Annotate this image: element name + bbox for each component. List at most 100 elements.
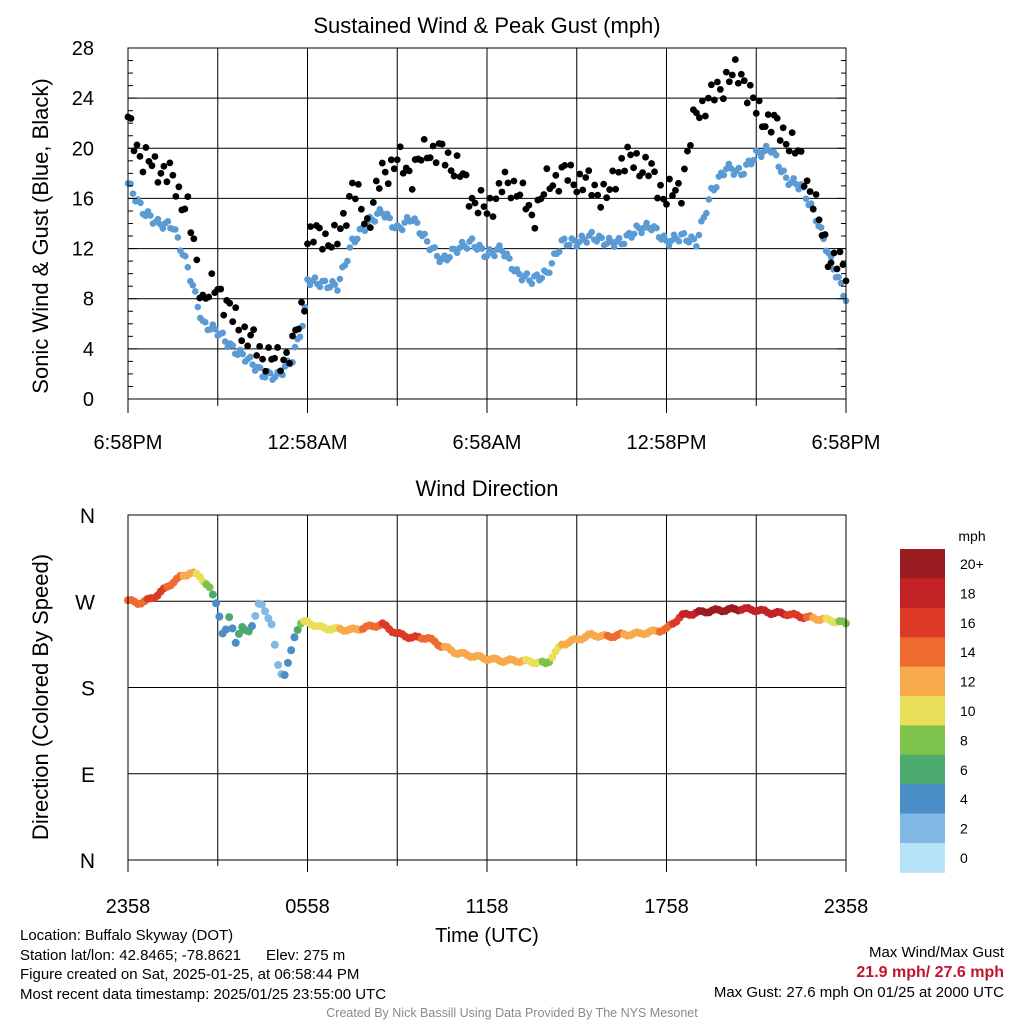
wind-direction-grid bbox=[128, 515, 846, 860]
peak-gust-point bbox=[348, 179, 356, 187]
x-tick-label: 0558 bbox=[285, 896, 330, 918]
sustained-wind-point bbox=[164, 218, 172, 225]
peak-gust-point bbox=[193, 256, 201, 264]
sustained-wind-point bbox=[271, 373, 279, 381]
peak-gust-point bbox=[746, 81, 754, 89]
wind-direction-point bbox=[234, 629, 243, 638]
peak-gust-point bbox=[615, 168, 623, 176]
peak-gust-point bbox=[307, 223, 314, 231]
y-tick-label: 16 bbox=[72, 188, 94, 210]
peak-gust-point bbox=[693, 109, 700, 117]
peak-gust-point bbox=[148, 162, 156, 170]
sustained-wind-point bbox=[735, 164, 743, 172]
peak-gust-point bbox=[627, 151, 634, 159]
wind-direction-point bbox=[215, 612, 224, 621]
peak-gust-point bbox=[701, 112, 709, 120]
peak-gust-point bbox=[510, 177, 518, 185]
peak-gust-point bbox=[776, 137, 784, 144]
peak-gust-point bbox=[713, 78, 721, 86]
sustained-wind-point bbox=[780, 167, 787, 175]
sustained-wind-point bbox=[256, 364, 264, 372]
peak-gust-point bbox=[779, 124, 787, 132]
sustained-wind-point bbox=[575, 238, 583, 246]
peak-gust-point bbox=[740, 77, 748, 85]
peak-gust-point bbox=[719, 95, 727, 103]
sustained-wind-point bbox=[331, 281, 339, 288]
peak-gust-point bbox=[528, 211, 536, 219]
peak-gust-point bbox=[289, 332, 296, 340]
peak-gust-point bbox=[244, 342, 252, 350]
peak-gust-point bbox=[815, 216, 823, 224]
colorbar-label: 8 bbox=[960, 732, 968, 748]
direction-tick-label: N bbox=[80, 505, 95, 528]
wind-direction-point bbox=[287, 646, 296, 655]
peak-gust-point bbox=[624, 143, 632, 151]
peak-gust-point bbox=[274, 344, 281, 351]
wind-direction-point bbox=[264, 614, 273, 623]
wind-direction-point bbox=[251, 611, 260, 620]
peak-gust-point bbox=[531, 224, 539, 232]
peak-gust-point bbox=[749, 94, 757, 102]
peak-gust-point bbox=[462, 171, 470, 179]
sustained-wind-point bbox=[147, 212, 154, 219]
sustained-wind-point bbox=[560, 235, 568, 243]
sustained-wind-point bbox=[344, 257, 351, 265]
sustained-wind-point bbox=[668, 237, 675, 244]
sustained-wind-point bbox=[446, 254, 453, 261]
peak-gust-point bbox=[809, 205, 817, 213]
sustained-wind-point bbox=[184, 263, 192, 271]
peak-gust-point bbox=[181, 205, 189, 213]
sustained-wind-point bbox=[782, 174, 790, 182]
peak-gust-point bbox=[265, 344, 273, 351]
sustained-wind-point bbox=[548, 260, 556, 267]
wind-direction-plot-frame bbox=[127, 514, 847, 861]
colorbar-label: 14 bbox=[960, 644, 976, 660]
sustained-wind-point bbox=[491, 252, 498, 260]
sustained-wind-point bbox=[772, 151, 780, 159]
sustained-wind-point bbox=[837, 279, 845, 287]
sustained-wind-point bbox=[538, 274, 546, 282]
peak-gust-point bbox=[363, 215, 371, 222]
colorbar-label: 18 bbox=[960, 585, 976, 601]
sustained-wind-point bbox=[192, 288, 199, 295]
sustained-wind-point bbox=[371, 218, 379, 225]
peak-gust-point bbox=[453, 152, 461, 160]
peak-gust-point bbox=[175, 183, 183, 191]
direction-tick-label: W bbox=[75, 591, 95, 614]
peak-gust-point bbox=[283, 349, 290, 356]
sustained-wind-point bbox=[817, 224, 825, 231]
sustained-wind-point bbox=[835, 273, 842, 281]
max-wind-summary: Max Wind/Max Gust 21.9 mph/ 27.6 mph Max… bbox=[714, 943, 1004, 1003]
wind-speed-grid bbox=[128, 48, 846, 399]
peak-gust-point bbox=[286, 359, 293, 367]
peak-gust-point bbox=[687, 141, 694, 149]
credit-text: Created By Nick Bassill Using Data Provi… bbox=[326, 1006, 698, 1020]
sustained-wind-point bbox=[516, 270, 523, 278]
sustained-wind-point bbox=[431, 244, 438, 251]
peak-gust-point bbox=[504, 179, 512, 187]
wind-direction-point bbox=[248, 622, 257, 631]
wind-speed-plot-frame bbox=[127, 47, 847, 400]
colorbar-swatch bbox=[900, 607, 945, 638]
wind-direction-chart: Wind Direction Direction (Colored By Spe… bbox=[28, 476, 868, 947]
peak-gust-point bbox=[764, 111, 772, 119]
sustained-wind-point bbox=[154, 215, 162, 223]
peak-gust-point bbox=[716, 86, 724, 93]
peak-gust-point bbox=[384, 180, 392, 188]
wind-speed-chart: Sustained Wind & Peak Gust (mph) Sonic W… bbox=[28, 13, 880, 454]
y-tick-label: 24 bbox=[72, 88, 94, 110]
peak-gust-point bbox=[169, 171, 177, 179]
wind-direction-point bbox=[293, 625, 302, 634]
peak-gust-point bbox=[226, 299, 234, 307]
sustained-wind-point bbox=[421, 230, 428, 238]
sustained-wind-point bbox=[201, 318, 209, 326]
colorbar-label: 12 bbox=[960, 674, 976, 690]
peak-gust-point bbox=[351, 195, 359, 203]
sustained-wind-point bbox=[334, 287, 341, 294]
peak-gust-point bbox=[654, 194, 661, 202]
peak-gust-point bbox=[645, 172, 652, 180]
sustained-wind-point bbox=[398, 226, 406, 234]
peak-gust-point bbox=[839, 261, 847, 269]
y-tick-label: 20 bbox=[72, 138, 94, 160]
